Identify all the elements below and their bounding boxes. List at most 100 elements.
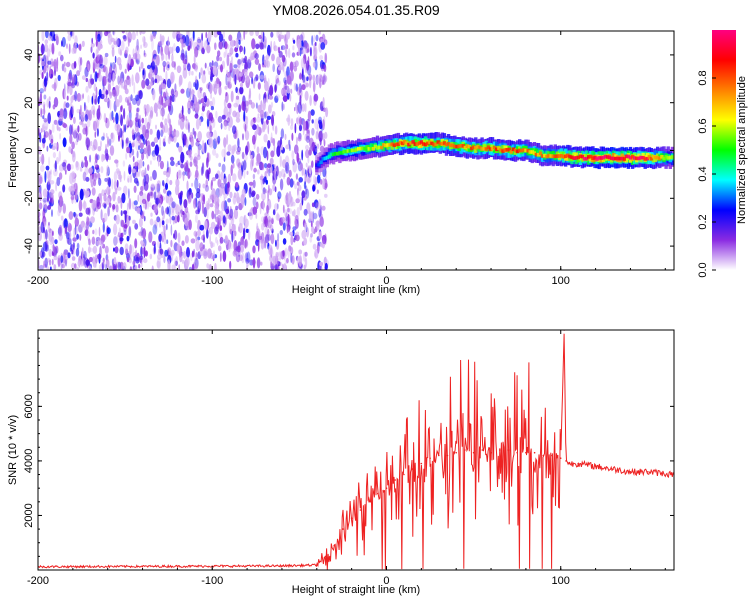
snr-point [394, 479, 397, 481]
noise-cell [176, 142, 180, 148]
noise-cell [165, 70, 168, 83]
noise-cell [129, 119, 133, 129]
noise-cell [226, 69, 229, 77]
noise-cell [179, 118, 185, 130]
noise-cell [209, 83, 213, 95]
noise-cell [87, 229, 90, 241]
noise-cell [264, 111, 269, 118]
ridge-cell [403, 140, 407, 144]
noise-cell [90, 42, 95, 48]
ridge-cell [405, 141, 409, 145]
noise-cell [226, 54, 230, 67]
noise-cell [316, 123, 319, 136]
noise-cell [192, 31, 195, 42]
noise-cell [248, 181, 254, 186]
noise-cell [91, 187, 96, 196]
snr-point [533, 451, 536, 454]
noise-cell [109, 91, 113, 99]
noise-cell [222, 31, 225, 38]
noise-cell [223, 119, 228, 127]
noise-cell [223, 197, 226, 208]
noise-cell [56, 57, 59, 69]
noise-cell [257, 241, 260, 252]
noise-cell [92, 261, 97, 268]
ridge-cell [507, 147, 511, 152]
noise-cell [128, 152, 132, 158]
noise-cell [220, 171, 224, 181]
noise-cell [82, 123, 87, 128]
noise-cell [306, 118, 310, 130]
noise-cell [157, 41, 163, 47]
noise-cell [130, 94, 133, 102]
noise-cell [264, 74, 267, 84]
ridge-cell [365, 145, 369, 149]
noise-cell [91, 236, 96, 245]
noise-cell [304, 257, 308, 268]
noise-cell [190, 238, 196, 244]
noise-cell [196, 44, 200, 51]
noise-cell [311, 226, 315, 234]
noise-cell [210, 105, 214, 111]
noise-cell [44, 257, 48, 268]
noise-cell [90, 216, 95, 224]
noise-cell [264, 219, 266, 225]
noise-cell [270, 217, 274, 224]
noise-cell [159, 160, 164, 170]
noise-cell [105, 88, 108, 100]
x-tick-label: -200 [27, 275, 49, 287]
noise-cell [243, 31, 246, 40]
noise-cell [294, 144, 299, 155]
noise-cell [166, 239, 169, 244]
noise-cell [299, 196, 303, 202]
ridge-cell [572, 152, 576, 160]
noise-cell [320, 242, 323, 248]
noise-cell [139, 167, 141, 174]
noise-cell [202, 183, 206, 189]
noise-cell [138, 217, 143, 228]
noise-cell [267, 86, 270, 94]
noise-cell [136, 131, 141, 142]
noise-cell [46, 145, 49, 152]
noise-cell [149, 128, 153, 135]
ridge-cell [434, 142, 438, 146]
noise-cell [197, 39, 201, 46]
noise-cell [318, 198, 322, 210]
ridge-cell [616, 156, 620, 161]
noise-cell [131, 148, 135, 156]
noise-cell [267, 190, 269, 202]
noise-cell [318, 231, 322, 240]
colorbar-gradient [712, 30, 736, 270]
noise-cell [149, 82, 153, 87]
noise-cell [111, 44, 115, 49]
noise-cell [102, 222, 105, 233]
noise-cell [280, 128, 285, 139]
noise-cell [214, 204, 219, 216]
noise-cell [116, 170, 121, 176]
noise-cell [145, 139, 148, 147]
noise-cell [229, 62, 233, 73]
noise-cell [301, 40, 304, 47]
ridge-cell [509, 150, 514, 154]
noise-cell [261, 191, 266, 201]
noise-cell [94, 164, 100, 170]
noise-cell [166, 206, 169, 215]
noise-cell [122, 139, 124, 150]
noise-cell [85, 77, 89, 83]
noise-cell [219, 236, 224, 244]
noise-cell [142, 161, 145, 167]
ridge-cell [538, 151, 543, 156]
noise-cell [302, 74, 306, 84]
ridge-cell [601, 155, 606, 160]
noise-cell [194, 214, 198, 223]
noise-cell [249, 259, 254, 266]
ridge-cell [371, 146, 376, 151]
snr-point [446, 454, 449, 457]
noise-cell [172, 131, 176, 137]
ridge-cell [457, 144, 461, 149]
noise-cell [195, 239, 200, 252]
ridge-cell [668, 155, 672, 160]
noise-cell [62, 203, 66, 214]
noise-cell [63, 67, 67, 73]
noise-cell [200, 193, 203, 200]
noise-cell [95, 257, 98, 264]
